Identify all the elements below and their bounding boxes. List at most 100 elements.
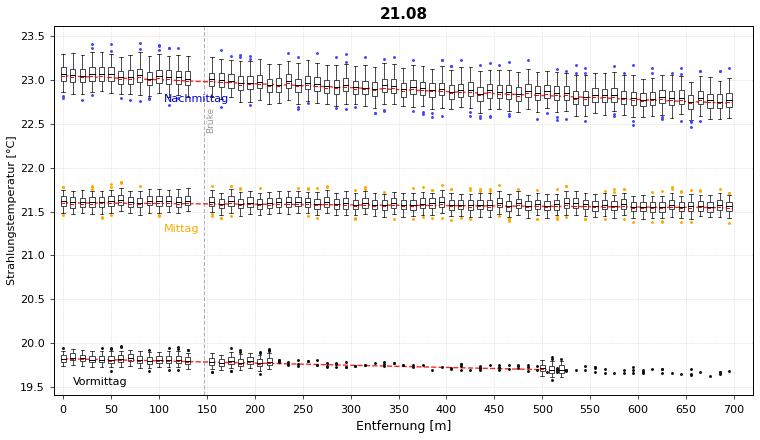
Bar [257,359,262,366]
Bar [128,354,133,361]
Bar [228,357,233,363]
Bar [410,80,416,94]
Bar [70,69,75,81]
Bar [157,356,162,363]
Bar [573,198,578,208]
Bar [496,198,502,207]
Bar [698,201,703,211]
Bar [540,365,545,371]
Bar [118,71,123,84]
Bar [602,89,607,102]
Bar [238,359,243,366]
Bar [382,78,387,92]
Bar [448,84,454,99]
Bar [592,202,597,211]
Bar [185,196,191,205]
Bar [238,199,243,208]
Bar [477,87,483,101]
Bar [185,71,191,85]
Bar [209,73,214,86]
Bar [650,92,655,105]
Bar [727,202,732,211]
Bar [109,356,114,363]
Bar [147,357,152,364]
Bar [583,91,588,105]
Bar [401,200,406,209]
Bar [344,198,349,209]
Bar [276,198,281,207]
Bar [118,195,123,205]
Bar [612,88,617,102]
Bar [372,200,377,209]
Bar [401,83,406,97]
Bar [61,196,66,206]
Bar [535,200,540,209]
Bar [147,72,152,85]
Bar [516,87,521,101]
Bar [334,81,339,94]
Bar [80,69,85,82]
Bar [99,197,104,207]
Bar [209,197,214,206]
Bar [554,200,559,209]
Title: 21.08: 21.08 [379,7,427,22]
Bar [391,79,397,93]
Bar [391,198,397,208]
Bar [147,196,152,205]
Bar [80,355,85,361]
Bar [631,92,636,105]
Bar [138,356,142,363]
Bar [382,200,387,210]
Bar [467,200,473,210]
Bar [248,77,252,89]
Bar [109,67,114,81]
Bar [90,197,94,207]
Bar [257,75,262,88]
Bar [573,92,578,104]
Bar [583,200,588,209]
Bar [228,74,233,88]
Bar [257,199,262,209]
Bar [448,200,454,210]
X-axis label: Entfernung [m]: Entfernung [m] [356,420,451,433]
Bar [458,200,464,209]
Bar [535,86,540,99]
Bar [487,200,492,210]
Bar [525,201,530,210]
Bar [544,201,549,210]
Bar [296,79,301,92]
Bar [276,78,281,92]
Bar [688,95,693,109]
Text: Mittag: Mittag [164,224,199,234]
Bar [363,81,368,94]
Bar [99,67,104,81]
Bar [496,85,502,98]
Bar [708,94,713,108]
Text: Vormittag: Vormittag [73,377,128,387]
Bar [516,199,521,208]
Bar [267,358,272,365]
Bar [138,198,142,207]
Bar [157,70,162,83]
Bar [61,67,66,81]
Bar [669,91,674,105]
Bar [631,202,636,212]
Bar [564,86,568,100]
Bar [679,90,684,104]
Bar [458,84,464,97]
Bar [219,359,224,366]
Bar [612,201,617,210]
Bar [640,202,645,211]
Bar [439,83,445,95]
Bar [660,90,665,103]
Bar [99,356,104,363]
Bar [296,197,301,206]
Bar [70,353,75,360]
Text: Nachmittag: Nachmittag [164,94,229,104]
Bar [353,200,358,209]
Bar [166,70,171,84]
Bar [506,201,511,211]
Bar [209,358,214,365]
Bar [429,198,435,208]
Bar [128,70,133,84]
